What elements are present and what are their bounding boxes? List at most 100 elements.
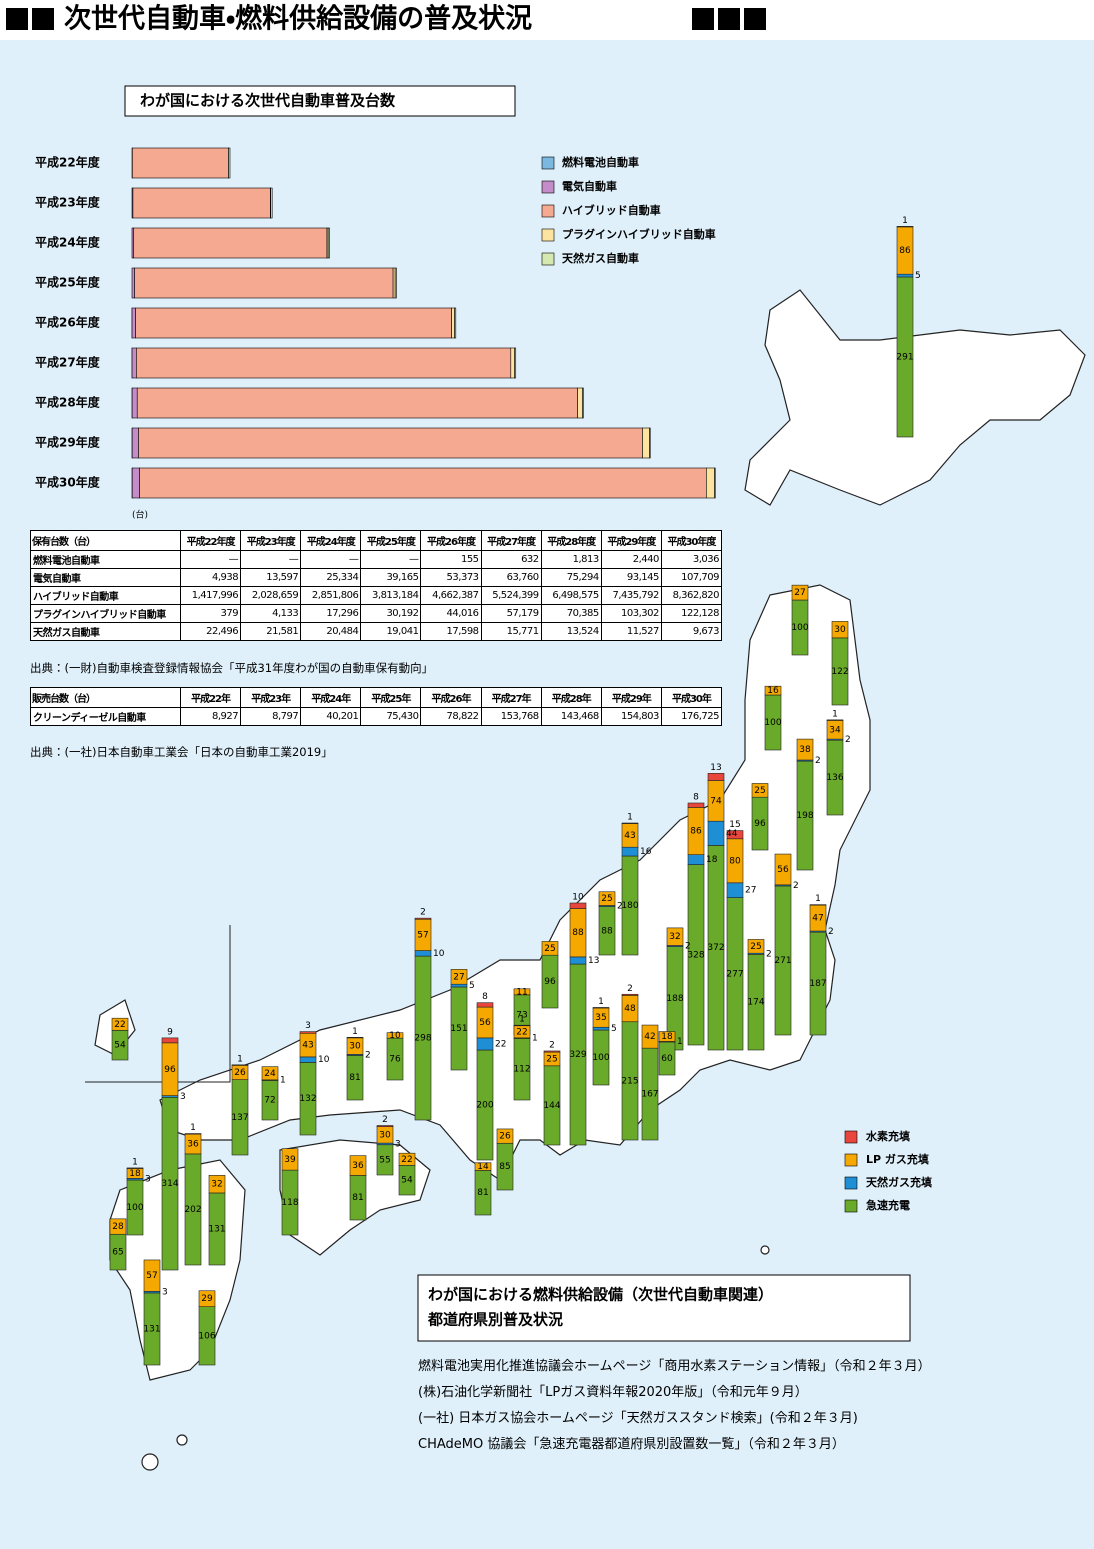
table-cell: 17,598	[420, 622, 482, 641]
map-bar-segment	[687, 854, 705, 865]
table-cell: 2,440	[600, 550, 662, 569]
title-square	[744, 8, 766, 30]
table-cell: 4,133	[240, 604, 302, 623]
row-label: 燃料電池自動車	[30, 550, 181, 569]
map-bar-label: 44	[726, 829, 738, 839]
bar-segment	[139, 467, 707, 499]
map-bar-segment	[707, 820, 725, 846]
table-cell: 143,468	[540, 707, 602, 726]
row-label: 電気自動車	[30, 568, 181, 587]
map-bar-segment	[726, 882, 744, 898]
map-bar-label: 1	[237, 1054, 243, 1064]
map-bar-label: 30	[834, 625, 846, 635]
map-bar-label: 32	[211, 1180, 222, 1190]
row-label: ハイブリッド自動車	[30, 586, 181, 605]
map-bar-segment	[349, 1155, 367, 1176]
map-bar-segment	[569, 902, 587, 909]
page-title: 次世代自動車・燃料供給設備の普及状況	[64, 3, 532, 35]
map-bar-label: 202	[184, 1205, 201, 1215]
map-bar-label: 328	[687, 950, 704, 960]
map-bar-segment	[474, 1162, 492, 1171]
map-bar-label: 27	[453, 972, 464, 982]
category-label: 平成26年度	[35, 315, 100, 330]
table-cell: 20,484	[300, 622, 362, 641]
table-cell: 93,145	[600, 568, 662, 587]
map-bar-label: 16	[640, 847, 652, 857]
map-bar-label: 73	[516, 1010, 527, 1020]
map-bar-label: 2	[627, 984, 633, 994]
table-cell: 4,938	[179, 568, 242, 587]
title-square	[6, 8, 28, 30]
column-header: 平成22年	[179, 687, 242, 708]
map-bar-label: 187	[809, 979, 826, 989]
column-header: 平成27年	[480, 687, 542, 708]
map-bar-label: 42	[644, 1032, 655, 1042]
map-bar-label: 14	[477, 1162, 489, 1172]
map-bar-segment	[450, 983, 468, 988]
table-cell: 39,165	[360, 568, 422, 587]
bar-segment	[451, 307, 455, 339]
column-header: 平成26年	[420, 687, 482, 708]
table-cell: 2,028,659	[240, 586, 302, 605]
table-cell: 122,128	[660, 604, 723, 623]
table-cell: 1,417,996	[179, 586, 242, 605]
table-cell: 13,524	[540, 622, 602, 641]
map-bar-label: 3	[395, 1139, 401, 1149]
column-header: 平成22年度	[179, 530, 242, 551]
map-bar-label: 131	[208, 1224, 225, 1234]
map-bar-label: 1	[280, 1076, 286, 1086]
map-bar-label: 60	[661, 1054, 673, 1064]
table-cell: —	[179, 550, 242, 569]
bar-segment	[706, 467, 715, 499]
title-square	[32, 8, 54, 30]
map-bar-segment	[751, 783, 769, 798]
source-line: CHAdeMO 協議会「急速充電器都道府県別設置数一覧」（令和２年３月）	[418, 1437, 845, 1452]
table-row: 電気自動車 4,938 13,597 25,334 39,165 53,373 63,760…	[30, 568, 723, 587]
map-bar-segment	[299, 1031, 317, 1034]
map-bar-label: 180	[621, 901, 638, 911]
table-cell: 8,927	[179, 707, 242, 726]
map-bar-segment	[386, 1032, 404, 1039]
table-cell: 2,851,806	[300, 586, 362, 605]
bar-segment	[131, 387, 138, 419]
map-bar-label: 1	[627, 813, 633, 823]
map-bar-label: 2	[793, 881, 799, 891]
map-bar-label: 27	[794, 588, 805, 598]
map-bar-label: 10	[318, 1055, 330, 1065]
map-bar-label: 2	[382, 1115, 388, 1125]
map-bar-label: 5	[469, 981, 475, 991]
column-header: 平成30年度	[660, 530, 723, 551]
map-bar-label: 88	[601, 926, 613, 936]
table-cell: 8,797	[240, 707, 302, 726]
bar-segment	[228, 147, 231, 179]
chart-title-box	[124, 85, 516, 117]
bar-segment	[454, 307, 457, 339]
category-label: 平成25年度	[35, 275, 100, 290]
map-bar-label: 36	[352, 1161, 364, 1171]
map-bar-label: 55	[379, 1155, 390, 1165]
legend-label: 天然ガス充填	[866, 1175, 933, 1189]
table-row: 天然ガス自動車 22,496 21,581 20,484 19,041 17,598 15,…	[30, 622, 723, 641]
map-bar-label: 151	[450, 1024, 467, 1034]
legend-label: 天然ガス自動車	[562, 251, 639, 265]
table-cell: —	[240, 550, 302, 569]
map-bar-label: 136	[826, 773, 843, 783]
map-bar-label: 10	[389, 1031, 401, 1041]
map-bar-label: 47	[812, 914, 823, 924]
column-header: 平成23年	[240, 687, 302, 708]
map-bar-label: 188	[666, 994, 683, 1004]
table-cell: 103,302	[600, 604, 662, 623]
map-bar-label: 1	[677, 1037, 683, 1047]
map-bar-label: 106	[198, 1331, 215, 1341]
map-bar-label: 25	[546, 1054, 557, 1064]
bar-segment	[392, 267, 396, 299]
table-cell: 8,362,820	[660, 586, 723, 605]
table-row: プラグインハイブリッド自動車 379 4,133 17,296 30,192 44,016…	[30, 604, 723, 623]
table-cell: 6,498,575	[540, 586, 602, 605]
map-bar-label: 1	[132, 1157, 138, 1167]
map-bar-label: 30	[349, 1042, 361, 1052]
map-bar-label: 88	[572, 928, 584, 938]
legend-label: 電気自動車	[562, 179, 617, 193]
map-bar-segment	[592, 1026, 610, 1031]
map-bar-segment	[450, 969, 468, 985]
